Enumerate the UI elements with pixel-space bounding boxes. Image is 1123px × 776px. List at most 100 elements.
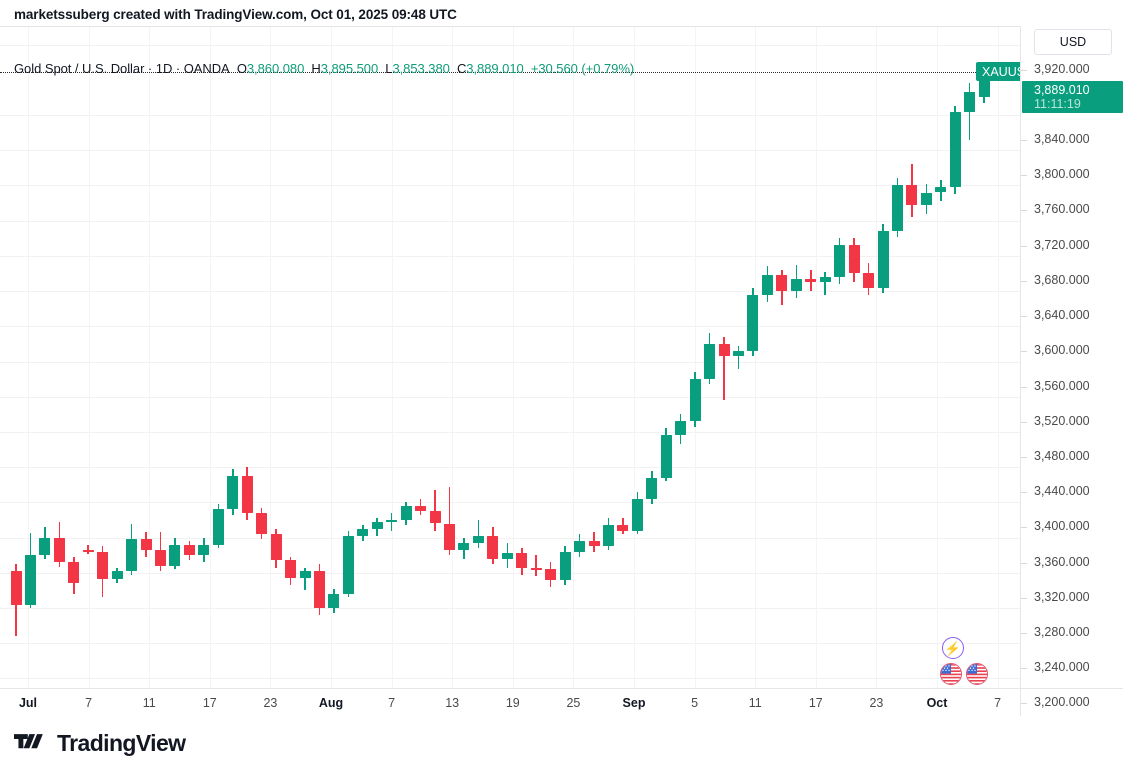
- candle-body: [588, 541, 600, 547]
- candle-wick: [535, 555, 537, 577]
- chart-legend: Gold Spot / U.S. Dollar · 1D · OANDA O3,…: [14, 61, 634, 76]
- price-tick-dash: [1021, 280, 1027, 282]
- gridline-horizontal: [0, 467, 1020, 469]
- candle-body: [617, 525, 629, 531]
- candle-body: [342, 535, 354, 594]
- candle-body: [371, 521, 383, 529]
- gridline-vertical: [937, 27, 938, 688]
- last-price-badge: 3,889.010 11:11:19: [1022, 80, 1123, 113]
- gridline-horizontal: [0, 185, 1020, 187]
- candle-wick: [824, 271, 826, 295]
- candle-body: [285, 560, 297, 579]
- legend-interval[interactable]: 1D: [155, 61, 173, 76]
- time-tick-label: 11: [748, 696, 762, 710]
- candle-wick: [434, 490, 436, 531]
- gridline-horizontal: [0, 44, 1020, 46]
- gridline-vertical: [452, 27, 454, 688]
- gridline-vertical: [815, 27, 817, 688]
- price-axis[interactable]: USD 3,920.000 3,840.000 3,800.000 3,760.000…: [1020, 26, 1123, 716]
- currency-label: USD: [1034, 29, 1112, 55]
- candle-body: [198, 544, 210, 556]
- candle-body: [574, 541, 586, 552]
- time-tick-label: 25: [566, 696, 581, 710]
- us-flag-badge-1[interactable]: [940, 663, 962, 685]
- candle-body: [646, 477, 658, 499]
- candle-body: [516, 553, 528, 568]
- us-flag-badge-2[interactable]: [966, 663, 988, 685]
- lightning-badge[interactable]: ⚡: [942, 637, 964, 659]
- time-tick-label: 17: [202, 696, 217, 710]
- time-tick-label: Oct: [926, 696, 948, 710]
- candle-body: [819, 277, 831, 283]
- candle-body: [602, 525, 614, 547]
- gridline-horizontal: [0, 255, 1020, 257]
- candle-body: [761, 275, 773, 295]
- price-tick-label: 3,800.000: [1034, 167, 1090, 182]
- price-tick-dash: [1021, 210, 1027, 212]
- time-tick-label: 7: [388, 696, 396, 710]
- gridline-horizontal: [0, 608, 1020, 609]
- time-tick-label: Sep: [622, 696, 646, 710]
- candle-body: [53, 537, 65, 563]
- chart-plot-area[interactable]: ⚡: [0, 26, 1020, 688]
- gridline-vertical: [391, 27, 393, 688]
- candle-body: [97, 551, 109, 579]
- candle-body: [805, 278, 817, 283]
- gridline-vertical: [634, 27, 635, 688]
- legend-low-value: 3,853.380: [392, 61, 450, 76]
- price-tick-dash: [1021, 351, 1027, 353]
- legend-open-label: O: [236, 61, 247, 76]
- candle-body: [256, 512, 268, 535]
- gridline-horizontal: [0, 502, 1020, 504]
- candle-body: [834, 245, 846, 277]
- gridline-horizontal: [0, 220, 1020, 222]
- candle-body: [227, 475, 239, 510]
- price-tick-label: 3,600.000: [1034, 343, 1090, 358]
- candle-wick: [723, 336, 725, 401]
- legend-exchange: OANDA: [183, 61, 230, 76]
- price-tick-label: 3,480.000: [1034, 448, 1090, 463]
- gridline-horizontal: [0, 537, 1020, 539]
- price-tick-dash: [1021, 69, 1027, 71]
- us-flag-icon: [967, 664, 987, 684]
- candle-body: [530, 567, 542, 570]
- time-tick-label: Jul: [18, 696, 38, 710]
- gridline-vertical: [28, 27, 29, 688]
- gridline-horizontal: [0, 115, 1020, 117]
- gridline-vertical: [149, 27, 151, 688]
- price-tick-label: 3,680.000: [1034, 272, 1090, 287]
- price-tick-dash: [1021, 597, 1027, 599]
- price-tick-dash: [1021, 421, 1027, 423]
- candle-body: [140, 539, 152, 550]
- candle-body: [400, 505, 412, 520]
- candle-body: [863, 273, 875, 288]
- chart-frame: ⚡: [0, 26, 1123, 716]
- candle-body: [747, 294, 759, 351]
- gridline-horizontal: [0, 572, 1020, 574]
- candle-body: [718, 343, 730, 357]
- price-tick-label: 3,360.000: [1034, 554, 1090, 569]
- legend-symbol-name[interactable]: Gold Spot / U.S. Dollar: [14, 61, 145, 76]
- tradingview-logo-icon: [14, 733, 43, 748]
- gridline-horizontal: [0, 150, 1020, 152]
- gridline-vertical: [755, 27, 757, 688]
- candle-body: [631, 498, 643, 531]
- candle-body: [24, 555, 36, 606]
- price-tick-dash: [1021, 456, 1027, 458]
- price-tick-dash: [1021, 633, 1027, 634]
- gridline-horizontal: [0, 361, 1020, 363]
- gridline-vertical: [573, 27, 575, 688]
- price-tick-dash: [1021, 492, 1027, 494]
- price-tick-label: 3,520.000: [1034, 413, 1090, 428]
- candle-body: [386, 519, 398, 522]
- legend-change-pct: (+0.79%): [581, 61, 635, 76]
- time-tick-label: Aug: [318, 696, 344, 710]
- price-tick-label: 3,640.000: [1034, 308, 1090, 323]
- candle-body: [949, 111, 961, 188]
- time-axis[interactable]: Jul 7 11 17 23 Aug 7 13 19 25 Sep 5 11 17 23 Oct 7: [0, 688, 1123, 716]
- price-tick-label: 3,200.000: [1034, 695, 1090, 710]
- price-tick-dash: [1021, 175, 1027, 177]
- candle-body: [891, 185, 903, 232]
- candle-wick: [477, 519, 480, 549]
- candle-body: [183, 544, 195, 556]
